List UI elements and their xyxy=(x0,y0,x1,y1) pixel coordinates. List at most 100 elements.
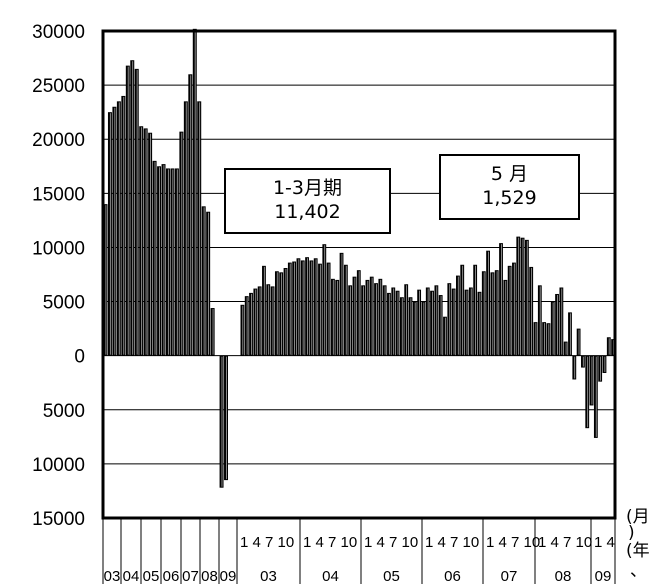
monthly-bar xyxy=(503,279,508,356)
monthly-bar-shade xyxy=(367,280,369,355)
annual-bar-shade xyxy=(176,169,178,355)
monthly-bar xyxy=(296,258,301,356)
month-unit-label: (月 xyxy=(626,507,650,527)
annual-bar-shade xyxy=(190,75,192,355)
annual-bar-shade xyxy=(105,205,107,355)
year-label: 09 xyxy=(595,568,612,584)
annual-bar xyxy=(148,132,153,356)
annotation-may-2009: 5 月 1,529 xyxy=(439,154,580,220)
monthly-bar-shade xyxy=(410,298,412,355)
monthly-bar xyxy=(374,283,378,356)
monthly-bar xyxy=(421,301,426,356)
monthly-bar-shade xyxy=(263,266,265,355)
monthly-bar-shade xyxy=(578,329,580,355)
monthly-bar xyxy=(443,316,447,356)
monthly-bar xyxy=(520,237,525,356)
annual-bar xyxy=(219,355,224,488)
monthly-bar-shade xyxy=(582,356,584,367)
annual-bar-shade xyxy=(145,129,147,355)
monthly-bar-shade xyxy=(268,285,270,355)
monthly-bar xyxy=(331,278,335,356)
annual-bar-shade xyxy=(127,66,129,355)
monthly-bar-shade xyxy=(311,261,313,355)
month-unit-close: ) xyxy=(628,523,635,543)
year-label: 04 xyxy=(322,568,339,584)
monthly-bar xyxy=(559,287,564,356)
annual-year-label: 07 xyxy=(182,568,199,584)
monthly-bar xyxy=(606,337,611,356)
monthly-bar xyxy=(382,285,387,356)
monthly-bar xyxy=(533,322,538,356)
y-tick-label: 10000 xyxy=(32,455,85,476)
monthly-bar-shade xyxy=(569,313,571,355)
monthly-bar-shade xyxy=(432,291,433,355)
monthly-bar-shade xyxy=(552,302,554,355)
monthly-bar xyxy=(468,287,473,356)
monthly-bar xyxy=(434,285,439,356)
monthly-bar-shade xyxy=(453,289,455,355)
monthly-bar-shade xyxy=(397,291,399,355)
monthly-bar-shade xyxy=(281,273,283,355)
month-tick-labels: 1 4 7 10 xyxy=(486,534,540,551)
monthly-bar xyxy=(430,290,434,356)
annotation-q1-2009: 1-3月期 11,402 xyxy=(224,168,391,234)
monthly-bar xyxy=(572,355,577,380)
monthly-bar-shade xyxy=(250,293,252,355)
monthly-bar-shade xyxy=(475,265,476,355)
monthly-bar-shade xyxy=(388,293,390,355)
annual-year-label: 09 xyxy=(220,568,237,584)
monthly-bar xyxy=(257,286,262,356)
monthly-bar-shade xyxy=(242,305,244,355)
annual-bar xyxy=(188,74,193,356)
monthly-bar xyxy=(598,355,603,382)
monthly-bar-shade xyxy=(328,263,330,355)
annual-year-label: 03 xyxy=(104,568,121,584)
annual-bar-shade xyxy=(199,102,201,355)
monthly-bar-shade xyxy=(449,284,451,355)
monthly-bar xyxy=(412,301,417,356)
monthly-bar-shade xyxy=(419,290,420,355)
monthly-bar xyxy=(309,260,314,356)
monthly-bar-shade xyxy=(539,286,541,355)
annual-bar-shade xyxy=(136,69,138,355)
monthly-bar xyxy=(292,261,297,356)
monthly-bar xyxy=(287,262,292,356)
monthly-bar xyxy=(425,287,430,356)
monthly-bar xyxy=(555,293,559,356)
monthly-bar-shade xyxy=(591,356,593,405)
annual-bar-shade xyxy=(150,133,151,355)
annual-bar xyxy=(166,168,170,356)
y-tick-labels: 30000 25000 20000 15000 10000 5000 0 5000 10000 1… xyxy=(32,22,85,530)
annual-year-label: 05 xyxy=(143,568,160,584)
monthly-bar-shade xyxy=(466,290,468,355)
monthly-bar-shade xyxy=(427,288,429,355)
monthly-bar xyxy=(499,243,503,356)
monthly-bar-shade xyxy=(587,356,589,428)
monthly-bar-shade xyxy=(315,259,317,355)
monthly-bar xyxy=(339,252,344,356)
annual-bar xyxy=(206,211,211,356)
monthly-bar xyxy=(481,271,486,356)
y-tick-label: 5000 xyxy=(43,293,85,314)
y-tick-label: 10000 xyxy=(32,238,85,259)
annual-bar-shade xyxy=(132,61,134,355)
month-tick-labels: 1 4 7 10 xyxy=(303,534,357,551)
monthly-bar-shade xyxy=(522,238,524,355)
monthly-bar-shade xyxy=(531,267,533,355)
monthly-bar-shade xyxy=(384,286,386,355)
monthly-bar-shade xyxy=(255,289,257,355)
year-label: 08 xyxy=(555,568,572,584)
monthly-bar xyxy=(473,264,478,356)
annual-bar-shade xyxy=(172,169,174,355)
annual-bar xyxy=(121,95,126,356)
year-label: 05 xyxy=(383,568,400,584)
y-tick-label: 0 xyxy=(74,347,85,368)
monthly-bar xyxy=(516,236,521,356)
monthly-bar-shade xyxy=(332,279,334,355)
annual-year-label: 08 xyxy=(201,568,218,584)
monthly-bar xyxy=(550,301,555,356)
monthly-bar-shade xyxy=(289,263,291,355)
monthly-bar-shade xyxy=(345,265,347,355)
monthly-bar-shade xyxy=(565,342,567,355)
